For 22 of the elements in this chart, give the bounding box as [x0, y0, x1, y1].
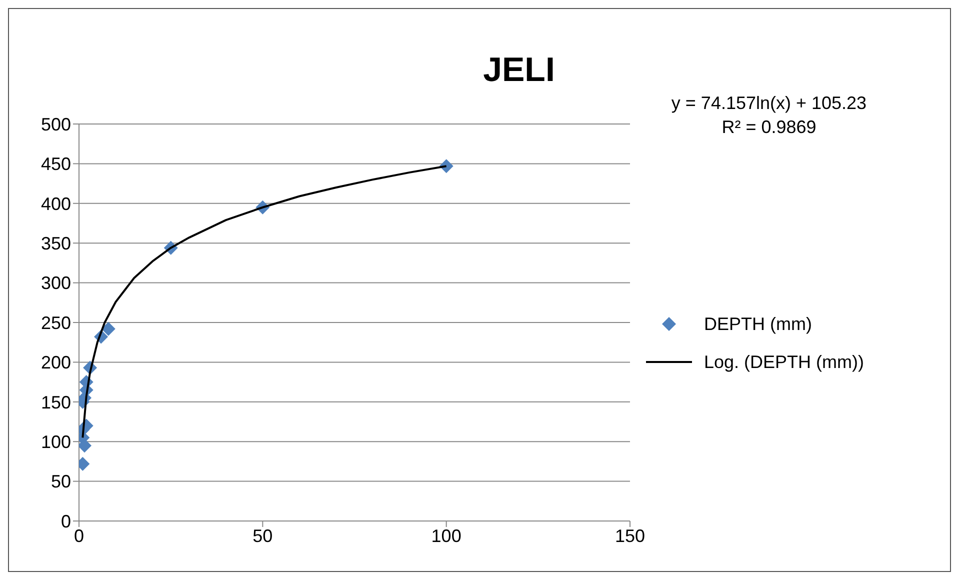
y-tick-label: 400	[40, 194, 71, 214]
y-tick-label: 100	[40, 432, 71, 452]
y-tick-label: 50	[50, 472, 71, 492]
text: R² = 0.9869	[720, 116, 818, 139]
point	[79, 438, 92, 453]
legend-label: DEPTH (mm)	[704, 313, 812, 336]
x-tick-label: 150	[614, 526, 646, 546]
x-tick-label: 0	[74, 526, 84, 546]
x-tick-label: 100	[431, 526, 462, 546]
x-tick-label: 50	[252, 526, 273, 546]
y-tick-label: 150	[40, 392, 71, 412]
y-tick-label: 300	[40, 273, 71, 294]
y-tick-label: 200	[40, 352, 71, 373]
y-tick-label: 350	[40, 233, 71, 254]
y-tick-label: 500	[40, 114, 71, 134]
legend-label: Log. (DEPTH (mm))	[704, 351, 864, 374]
text: y = 74.157ln(x) + 105.23	[670, 92, 868, 115]
y-tick-label: 0	[60, 511, 71, 532]
y-tick-label: 450	[40, 154, 71, 174]
point	[101, 322, 116, 336]
y-tick-label: 250	[40, 312, 71, 333]
chart-title: JELI	[482, 51, 556, 90]
